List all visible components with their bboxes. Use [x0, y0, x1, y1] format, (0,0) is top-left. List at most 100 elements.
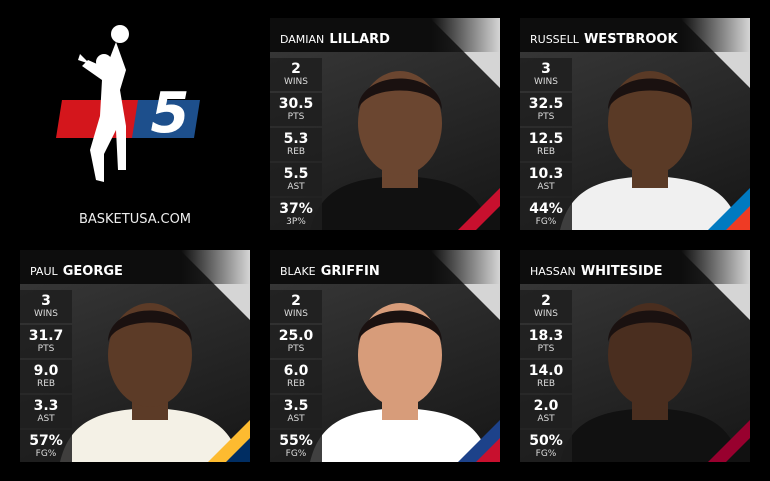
stat-box: 5.5 AST [270, 163, 322, 196]
stat-value: 9.0 [33, 363, 59, 379]
stat-label: AST [287, 414, 305, 424]
stat-label: PTS [537, 344, 555, 354]
last-name: GEORGE [62, 264, 123, 279]
stat-label: 3P% [286, 217, 306, 227]
stat-label: FG% [285, 449, 307, 459]
stat-value: 25.0 [278, 328, 314, 344]
stat-label: PTS [287, 112, 305, 122]
stat-box: 3.3 AST [20, 395, 72, 428]
logo: 5 [56, 25, 200, 182]
stat-label: AST [537, 182, 555, 192]
stat-value: 5.3 [283, 131, 309, 147]
stat-box: 6.0 REB [270, 360, 322, 393]
stat-box: 37% 3P% [270, 198, 322, 230]
stat-value: 5.5 [283, 166, 309, 182]
stat-label: FG% [535, 217, 557, 227]
stat-value: 30.5 [278, 96, 314, 112]
stat-value: 55% [279, 433, 313, 449]
last-name: WHITESIDE [580, 264, 663, 279]
stat-box: 3 WINS [520, 58, 572, 91]
stat-value: 18.3 [528, 328, 564, 344]
stat-label: WINS [534, 77, 558, 87]
stat-label: REB [536, 379, 556, 389]
stat-value: 32.5 [528, 96, 564, 112]
stat-box: 2 WINS [520, 290, 572, 323]
first-name: RUSSELL [530, 33, 579, 46]
last-name: LILLARD [329, 32, 390, 47]
player-card: DAMIAN LILLARD 2 WINS 30.5 PTS 5.3 REB 5.5 AST 37… [270, 18, 500, 230]
player-card: PAUL GEORGE 3 WINS 31.7 PTS 9.0 REB 3.3 AST 57% FG… [20, 250, 250, 462]
stat-box: 44% FG% [520, 198, 572, 230]
header-bar [20, 250, 250, 284]
stat-label: WINS [534, 309, 558, 319]
player-photo [60, 250, 250, 462]
stat-value: 3 [41, 293, 51, 309]
player-name: DAMIAN LILLARD [280, 28, 390, 47]
stat-label: WINS [284, 77, 308, 87]
stat-box: 12.5 REB [520, 128, 572, 161]
stat-value: 2 [291, 293, 301, 309]
stat-label: AST [287, 182, 305, 192]
stat-label: REB [286, 147, 306, 157]
player-card: RUSSELL WESTBROOK 3 WINS 32.5 PTS 12.5 REB 10.3… [520, 18, 750, 230]
stat-label: REB [36, 379, 56, 389]
stat-value: 12.5 [528, 131, 564, 147]
player-photo [560, 18, 750, 230]
last-name: WESTBROOK [583, 32, 678, 47]
stat-box: 10.3 AST [520, 163, 572, 196]
player-name: HASSAN WHITESIDE [530, 260, 663, 279]
stat-box: 9.0 REB [20, 360, 72, 393]
header-bar [270, 18, 500, 52]
stat-value: 10.3 [528, 166, 564, 182]
stat-box: 31.7 PTS [20, 325, 72, 358]
player-card: HASSAN WHITESIDE 2 WINS 18.3 PTS 14.0 REB 2.0 AS… [520, 250, 750, 462]
stat-label: PTS [287, 344, 305, 354]
stat-box: 2 WINS [270, 58, 322, 91]
stat-box: 14.0 REB [520, 360, 572, 393]
stat-value: 6.0 [283, 363, 309, 379]
header-bar [520, 250, 750, 284]
stat-box: 18.3 PTS [520, 325, 572, 358]
stat-box: 25.0 PTS [270, 325, 322, 358]
stat-value: 2 [291, 61, 301, 77]
player-photo [560, 250, 750, 462]
stat-label: FG% [35, 449, 57, 459]
stat-box: 30.5 PTS [270, 93, 322, 126]
stat-value: 44% [529, 201, 563, 217]
header-bar [270, 250, 500, 284]
stat-box: 2.0 AST [520, 395, 572, 428]
stat-box: 57% FG% [20, 430, 72, 462]
stat-label: WINS [284, 309, 308, 319]
site-name: BASKETUSA.COM [78, 212, 192, 227]
stat-value: 3.3 [33, 398, 59, 414]
stat-box: 50% FG% [520, 430, 572, 462]
player-name: BLAKE GRIFFIN [280, 260, 380, 279]
first-name: DAMIAN [280, 33, 325, 46]
stat-label: REB [286, 379, 306, 389]
stat-value: 14.0 [528, 363, 564, 379]
first-name: PAUL [30, 265, 58, 278]
stat-box: 55% FG% [270, 430, 322, 462]
header-bar [520, 18, 750, 52]
stat-label: AST [37, 414, 55, 424]
stat-box: 3.5 AST [270, 395, 322, 428]
stat-label: PTS [537, 112, 555, 122]
stat-value: 50% [529, 433, 563, 449]
stat-value: 3.5 [283, 398, 309, 414]
stat-box: 32.5 PTS [520, 93, 572, 126]
stat-box: 2 WINS [270, 290, 322, 323]
player-name: RUSSELL WESTBROOK [530, 28, 678, 47]
stat-box: 3 WINS [20, 290, 72, 323]
first-name: BLAKE [280, 265, 316, 278]
stat-box: 5.3 REB [270, 128, 322, 161]
stat-value: 37% [279, 201, 313, 217]
stat-value: 57% [29, 433, 63, 449]
stat-value: 2 [541, 293, 551, 309]
player-card: BLAKE GRIFFIN 2 WINS 25.0 PTS 6.0 REB 3.5 AST 55%… [270, 250, 500, 462]
player-name: PAUL GEORGE [30, 260, 123, 279]
stat-value: 31.7 [28, 328, 64, 344]
last-name: GRIFFIN [320, 264, 380, 279]
stat-label: REB [536, 147, 556, 157]
logo-number: 5 [151, 81, 190, 146]
